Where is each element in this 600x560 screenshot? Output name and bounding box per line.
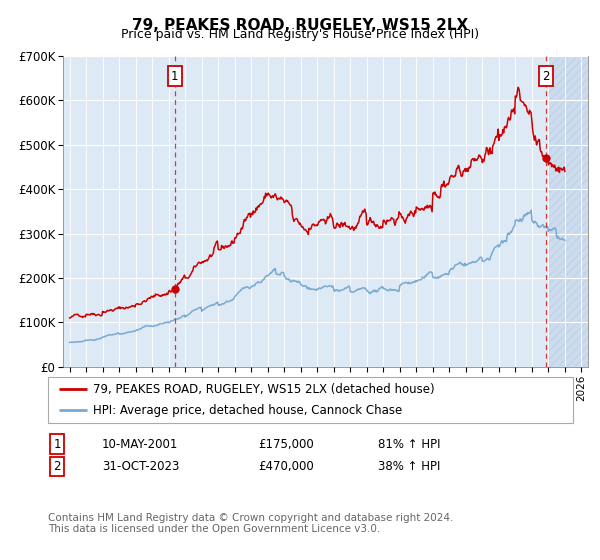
Text: 1: 1 <box>171 69 178 83</box>
Text: 2: 2 <box>542 69 550 83</box>
Text: 81% ↑ HPI: 81% ↑ HPI <box>378 437 440 451</box>
Text: £470,000: £470,000 <box>258 460 314 473</box>
Text: 2: 2 <box>53 460 61 473</box>
Bar <box>548 56 588 367</box>
FancyBboxPatch shape <box>48 377 573 423</box>
Text: 38% ↑ HPI: 38% ↑ HPI <box>378 460 440 473</box>
Text: 79, PEAKES ROAD, RUGELEY, WS15 2LX: 79, PEAKES ROAD, RUGELEY, WS15 2LX <box>132 18 468 33</box>
Text: 79, PEAKES ROAD, RUGELEY, WS15 2LX (detached house): 79, PEAKES ROAD, RUGELEY, WS15 2LX (deta… <box>92 383 434 396</box>
Bar <box>548 56 588 367</box>
Text: 10-MAY-2001: 10-MAY-2001 <box>102 437 178 451</box>
Text: Price paid vs. HM Land Registry's House Price Index (HPI): Price paid vs. HM Land Registry's House … <box>121 28 479 41</box>
Text: £175,000: £175,000 <box>258 437 314 451</box>
Text: HPI: Average price, detached house, Cannock Chase: HPI: Average price, detached house, Cann… <box>92 404 402 417</box>
Text: 31-OCT-2023: 31-OCT-2023 <box>102 460 179 473</box>
Text: 1: 1 <box>53 437 61 451</box>
Text: Contains HM Land Registry data © Crown copyright and database right 2024.
This d: Contains HM Land Registry data © Crown c… <box>48 513 454 534</box>
